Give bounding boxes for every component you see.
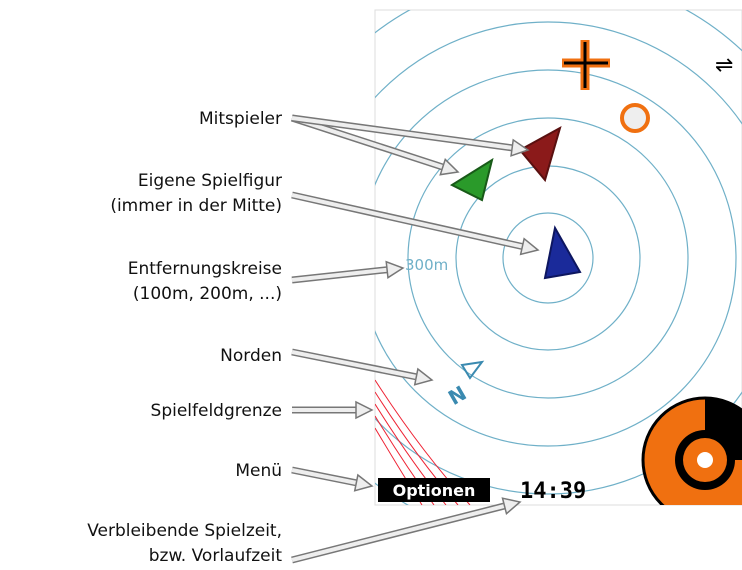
arrow-head bbox=[353, 473, 374, 492]
arrow-head bbox=[355, 400, 374, 420]
teammate-red bbox=[518, 125, 562, 183]
target-circle bbox=[620, 103, 650, 133]
callout-label: Menü bbox=[235, 461, 282, 481]
arrow-shaft bbox=[291, 504, 505, 562]
callout-label: (100m, 200m, ...) bbox=[133, 284, 282, 304]
arrow-shaft bbox=[291, 116, 444, 169]
callout-label: Eigene Spielfigur bbox=[138, 171, 282, 191]
radar bbox=[641, 396, 742, 505]
own-player bbox=[543, 225, 582, 280]
arrow-head bbox=[519, 237, 540, 256]
callout-labels: Mitspieler Eigene Spielfigur (immer in der… bbox=[86, 108, 284, 568]
target-cross bbox=[562, 40, 610, 90]
callout-label: bzw. Vorlaufzeit bbox=[149, 546, 283, 566]
callout-label: (immer in der Mitte) bbox=[110, 196, 282, 216]
arrow-head bbox=[510, 138, 530, 157]
time-display: 14:39 bbox=[520, 479, 586, 504]
menu-button-bg[interactable] bbox=[378, 478, 490, 502]
arrow-shaft bbox=[291, 116, 513, 150]
arrow-shaft bbox=[291, 350, 417, 379]
arrow-shaft bbox=[291, 468, 357, 485]
callout-label: Norden bbox=[220, 346, 282, 366]
callout-label: Spielfeldgrenze bbox=[151, 401, 282, 421]
arrow-head bbox=[439, 158, 460, 176]
swap-icon: ⇌ bbox=[715, 53, 733, 78]
arrow-shaft bbox=[291, 267, 388, 282]
teammate-green bbox=[449, 157, 494, 202]
arrow-head bbox=[385, 260, 405, 279]
distance-label: 300m bbox=[405, 256, 448, 274]
callout-label: Entfernungskreise bbox=[128, 259, 282, 279]
callout-label: Mitspieler bbox=[199, 109, 282, 129]
callout-arrows bbox=[290, 114, 540, 564]
callout-label: Verbleibende Spielzeit, bbox=[87, 521, 282, 541]
arrow-head bbox=[413, 367, 434, 386]
arrow-head bbox=[501, 497, 522, 516]
arrow-shaft bbox=[291, 193, 523, 249]
menu-button[interactable]: Optionen bbox=[393, 481, 476, 500]
